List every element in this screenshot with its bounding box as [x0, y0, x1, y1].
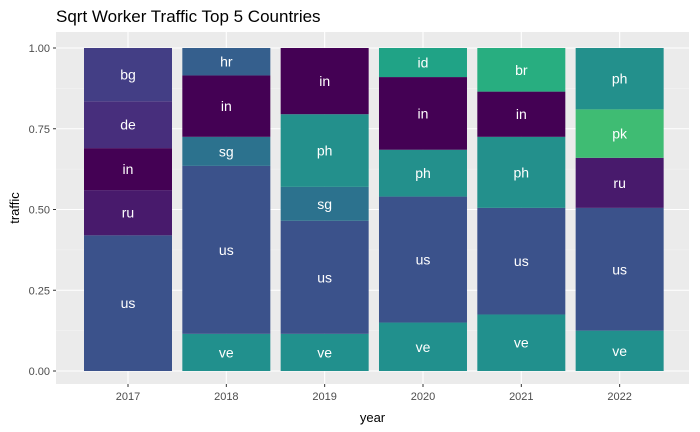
segment-label: us [317, 269, 332, 285]
y-tick-label: 0.75 [29, 124, 50, 136]
bar-segment-2020-ph [378, 149, 467, 197]
bar-segment-2018-in [182, 75, 271, 137]
bar-segment-2017-de [84, 101, 172, 149]
bar-segment-2019-sg [280, 186, 369, 221]
segment-label: us [612, 261, 627, 277]
bar-segment-2018-hr [182, 48, 271, 76]
segment-label: in [123, 161, 134, 177]
bar-segment-2021-in [477, 91, 566, 137]
bar-segment-2022-pk [575, 109, 664, 158]
bar-segment-2019-ph [280, 114, 369, 187]
bar-segment-2017-bg [84, 48, 172, 102]
segment-label: pk [612, 126, 628, 142]
segment-label: id [418, 55, 429, 71]
y-axis-title: traffic [7, 192, 22, 224]
segment-label: in [319, 73, 330, 89]
segment-label: ve [219, 344, 234, 360]
x-tick-label: 2018 [214, 391, 238, 403]
segment-label: ve [514, 335, 529, 351]
bar-segment-2021-ve [477, 314, 566, 371]
bar-segment-2020-us [378, 196, 467, 323]
bar-segment-2022-ve [575, 330, 664, 371]
bar-segment-2017-in [84, 148, 172, 191]
x-tick-label: 2019 [312, 391, 336, 403]
segment-label: us [121, 295, 136, 311]
segment-label: bg [120, 67, 136, 83]
segment-label: ph [415, 165, 431, 181]
segment-label: ph [514, 164, 530, 180]
bar-segment-2020-id [378, 48, 467, 78]
y-axis: 0.00 0.25 0.50 0.75 1.00 [29, 43, 56, 378]
bar-segment-2021-us [477, 207, 566, 315]
segment-label: us [219, 242, 234, 258]
y-tick-label: 1.00 [29, 43, 50, 55]
bar-segment-2021-br [477, 48, 566, 92]
bar-segment-2019-us [280, 220, 369, 334]
segment-label: in [418, 105, 429, 121]
bar-segment-2018-us [182, 165, 271, 334]
x-tick-label: 2017 [116, 391, 140, 403]
bar-segment-2019-in [280, 48, 369, 115]
segment-label: de [120, 117, 136, 133]
bar-segment-2017-ru [84, 190, 172, 236]
segment-label: ph [317, 143, 333, 159]
bar-segment-2020-in [378, 77, 467, 150]
bar-segment-2021-ph [477, 136, 566, 208]
y-tick-label: 0.00 [29, 366, 50, 378]
segment-label: sg [317, 196, 332, 212]
segment-label: ru [122, 205, 134, 221]
bar-segment-2022-us [575, 207, 664, 331]
bars [84, 48, 664, 371]
segment-label: br [515, 62, 528, 78]
segment-label: in [221, 98, 232, 114]
x-axis-title: year [360, 410, 386, 425]
segment-label: hr [220, 54, 233, 70]
segment-label: ve [612, 343, 627, 359]
segment-label: us [416, 252, 431, 268]
segment-label: ve [317, 344, 332, 360]
segment-label: ph [612, 71, 628, 87]
y-tick-label: 0.50 [29, 205, 50, 217]
bar-segment-2018-sg [182, 136, 271, 166]
bar-segment-2022-ph [575, 48, 664, 110]
segment-label: ru [613, 175, 625, 191]
segment-labels: us ru in de bg ve us sg in hr ve us sg ph in ve us ph in id… [120, 54, 628, 361]
bar-segment-2022-ru [575, 157, 664, 208]
segment-label: sg [219, 143, 234, 159]
bar-segment-2018-ve [182, 333, 271, 371]
bar-segment-2020-ve [378, 322, 467, 371]
segment-label: ve [416, 339, 431, 355]
x-tick-label: 2022 [607, 391, 631, 403]
segment-label: us [514, 253, 529, 269]
chart-title: Sqrt Worker Traffic Top 5 Countries [56, 7, 321, 26]
x-tick-label: 2021 [509, 391, 533, 403]
y-tick-label: 0.25 [29, 285, 50, 297]
bar-segment-2019-ve [280, 333, 369, 371]
x-axis: 2017 2018 2019 2020 2021 2022 [116, 384, 632, 403]
segment-label: in [516, 106, 527, 122]
x-tick-label: 2020 [411, 391, 435, 403]
bar-segment-2017-us [84, 235, 172, 371]
